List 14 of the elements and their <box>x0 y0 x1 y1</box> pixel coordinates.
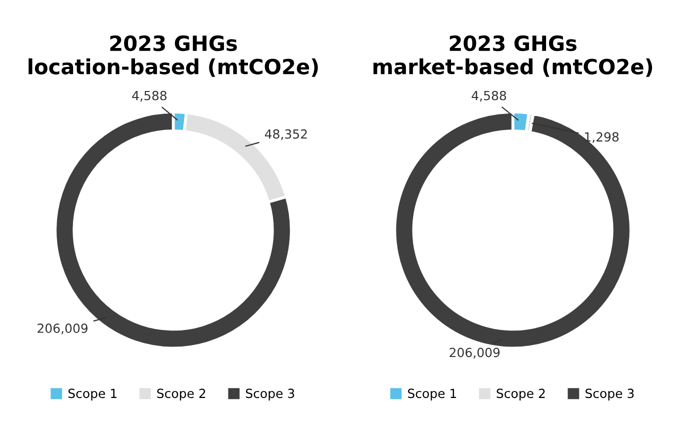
legend-label: Scope 3 <box>586 388 634 401</box>
chart-title: 2023 GHGs location-based (mtCO2e) <box>28 35 318 77</box>
legend-label: Scope 1 <box>408 388 456 401</box>
data-label: 48,352 <box>264 129 307 140</box>
data-label: 1,298 <box>585 132 619 143</box>
legend-label: Scope 1 <box>68 388 116 401</box>
data-label: 4,588 <box>472 90 506 102</box>
legend-label: Scope 2 <box>157 388 206 401</box>
data-label: 206,009 <box>450 348 500 358</box>
data-label: 206,009 <box>38 324 88 334</box>
legend-label: Scope 2 <box>496 388 545 401</box>
chart-title: 2023 GHGs market-based (mtCO2e) <box>374 35 652 77</box>
legend-label: Scope 3 <box>246 388 294 401</box>
data-label: 4,588 <box>132 90 166 102</box>
